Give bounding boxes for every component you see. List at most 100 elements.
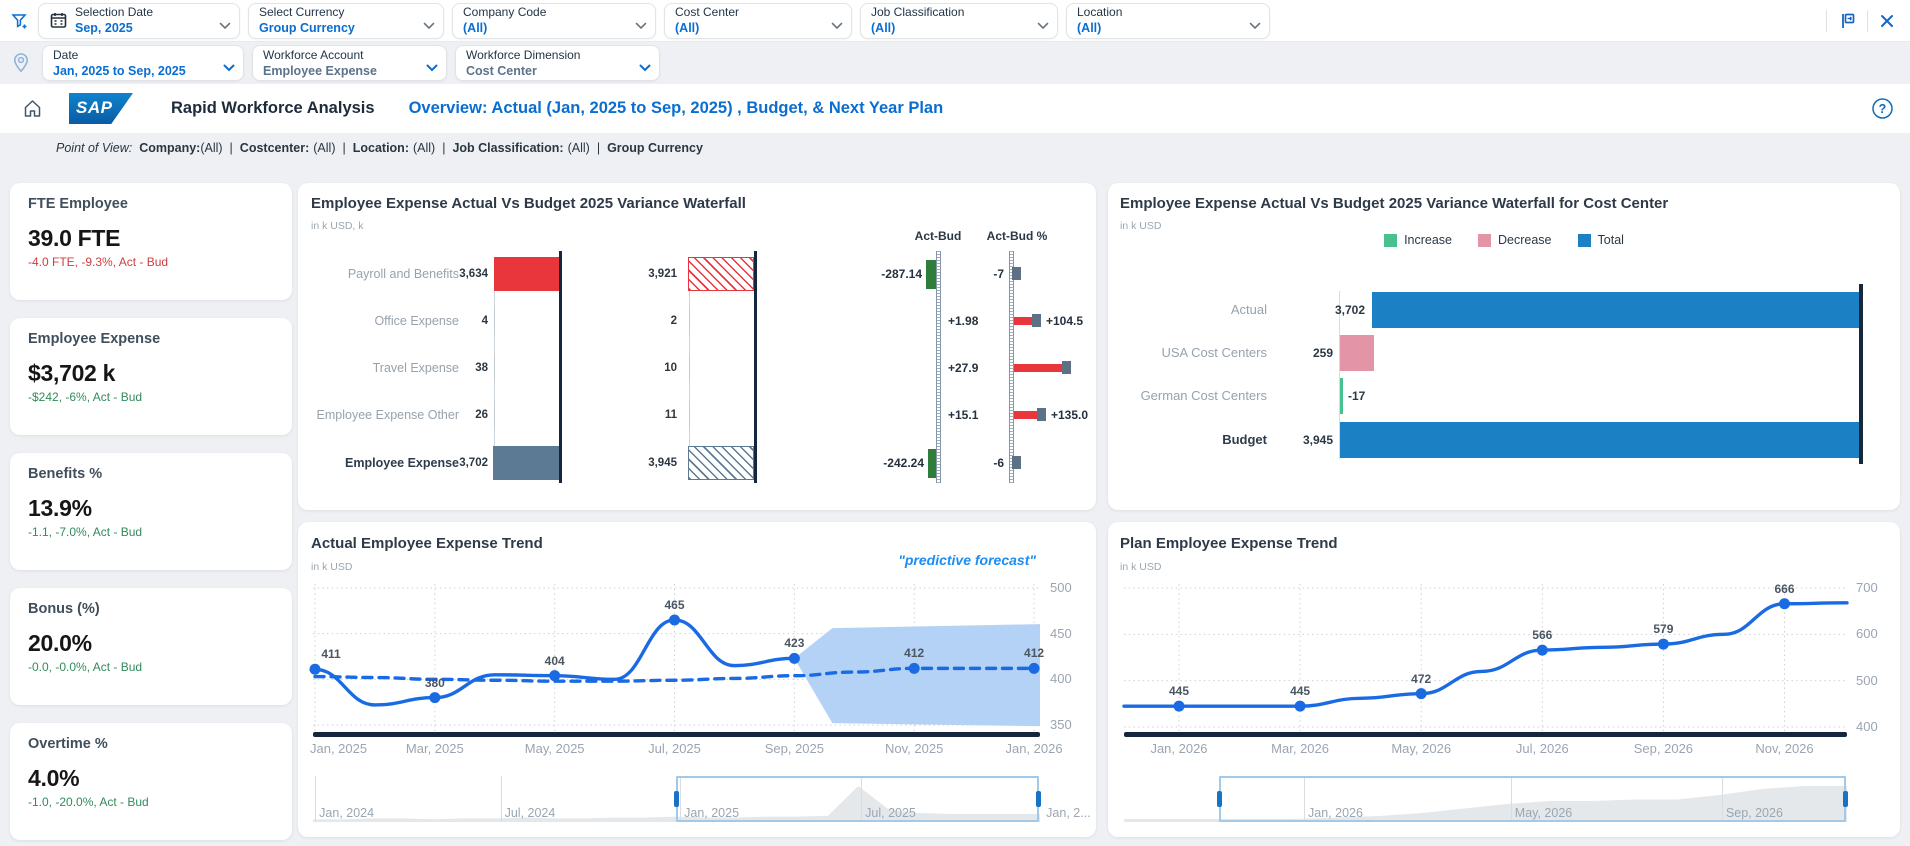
x-axis-line — [1124, 732, 1847, 737]
help-icon[interactable]: ? — [1871, 97, 1894, 120]
timeline-minimap[interactable]: Jan, 2024 Jul, 2024 Jan, 2025 Jul, 2025 Jan,… — [313, 776, 1091, 828]
minimap-tick — [1304, 776, 1306, 822]
minimap-tick-label: Jan, 2... — [1046, 806, 1091, 820]
filter-chip-label: Selection Date — [75, 5, 154, 19]
chevron-down-icon — [639, 59, 651, 77]
minimap-handle-right[interactable] — [1843, 791, 1849, 807]
minimap-tick-label: Jan, 2025 — [684, 806, 740, 820]
legend-item-total: Total — [1577, 233, 1624, 247]
variance-axis-line — [936, 251, 941, 483]
variance-axis-line — [1009, 251, 1014, 483]
data-point-label: 465 — [664, 597, 685, 612]
kpi-delta: -4.0 FTE, -9.3%, Act - Bud — [28, 255, 169, 269]
y-axis-tick: 400 — [1050, 671, 1072, 687]
actual-item-bar — [494, 307, 495, 335]
chevron-down-icon — [426, 59, 438, 77]
filter-chip-location[interactable]: Location (All) — [1066, 2, 1270, 39]
pov-segment: Location: (All) — [353, 141, 435, 155]
kpi-title: Benefits % — [28, 466, 103, 482]
pov-separator: | — [596, 141, 601, 155]
legend-swatch — [1478, 233, 1492, 247]
x-axis-line — [313, 732, 1040, 737]
timeline-minimap[interactable]: Jan, 2026 May, 2026 Sep, 2026 — [1124, 776, 1849, 828]
minimap-tick-label: Jul, 2025 — [865, 806, 916, 820]
minimap-tick-label: Jan, 2026 — [1308, 806, 1363, 820]
minimap-selection-window[interactable] — [675, 776, 1039, 822]
x-axis-tick: Mar, 2026 — [1271, 741, 1329, 756]
filter-chip-value: Cost Center — [466, 63, 537, 78]
waterfall-base-line — [1339, 291, 1340, 459]
waterfall-category-label: German Cost Centers — [1140, 388, 1267, 403]
chart-title: Actual Employee Expense Trend — [311, 535, 543, 552]
waterfall-value: 259 — [1312, 346, 1333, 360]
filter-chip-job-classification[interactable]: Job Classification (All) — [860, 2, 1058, 39]
close-icon[interactable] — [1878, 12, 1896, 30]
filter-chip-value: Group Currency — [259, 21, 355, 35]
y-axis-tick: 600 — [1856, 626, 1878, 642]
y-axis-tick: 500 — [1856, 672, 1878, 688]
chevron-down-icon — [1249, 17, 1261, 35]
act-bud-pct-bar — [1014, 317, 1032, 325]
kpi-delta: -1.1, -7.0%, Act - Bud — [28, 525, 143, 539]
filter-chip-date[interactable]: Date Jan, 2025 to Sep, 2025 — [42, 45, 244, 81]
flag-sync-icon[interactable] — [1837, 11, 1857, 31]
minimap-handle-right[interactable] — [1035, 791, 1041, 807]
chevron-down-icon — [223, 59, 235, 77]
pov-segment-label: Group Currency — [607, 141, 703, 155]
act-bud-pct-value: +135.0 — [1051, 408, 1089, 422]
minimap-selection-window[interactable] — [1218, 776, 1847, 822]
y-axis-tick: 350 — [1050, 717, 1072, 732]
waterfall-bar-total — [1340, 422, 1859, 458]
pov-segment-value: (All) — [567, 141, 590, 155]
waterfall-actual-value: 26 — [475, 409, 488, 421]
legend-label: Increase — [1404, 233, 1453, 247]
chart-title: Employee Expense Actual Vs Budget 2025 V… — [311, 195, 746, 212]
filter-chip-selection-date[interactable]: Selection Date Sep, 2025 — [38, 2, 240, 39]
data-point-label: 566 — [1532, 628, 1553, 643]
chart-unit-label: in k USD — [311, 561, 353, 573]
kpi-card-employee-expense: Employee Expense $3,702 k -$242, -6%, Act … — [10, 318, 292, 435]
pov-segment-value: (All) — [313, 141, 336, 155]
minimap-handle-left[interactable] — [1216, 791, 1222, 807]
data-point-label: 445 — [1168, 684, 1190, 699]
funnel-plus-icon[interactable] — [10, 11, 30, 31]
x-axis-tick: Jul, 2026 — [1515, 741, 1569, 756]
filter-chip-select-currency[interactable]: Select Currency Group Currency — [248, 2, 444, 39]
filter-chip-label: Job Classification — [871, 5, 965, 19]
waterfall-budget-value: 3,945 — [648, 457, 677, 469]
x-axis-tick: Jul, 2025 — [648, 741, 701, 756]
x-axis-tick: Jan, 2026 — [1150, 741, 1208, 756]
legend-label: Total — [1597, 233, 1624, 247]
filter-chip-workforce-dimension[interactable]: Workforce Dimension Cost Center — [455, 45, 660, 81]
budget-item-bar — [689, 307, 690, 335]
kpi-delta: -1.0, -20.0%, Act - Bud — [28, 795, 149, 809]
kpi-value: 20.0% — [28, 630, 92, 656]
act-bud-pct-bar — [1014, 364, 1062, 372]
kpi-delta: -0.0, -0.0%, Act - Bud — [28, 660, 143, 674]
data-point-label: 423 — [784, 636, 805, 651]
act-bud-pct-value: -7 — [993, 267, 1004, 281]
filter-chip-text: Workforce Account Employee Expense — [263, 48, 377, 79]
filter-chip-label: Workforce Dimension — [466, 47, 581, 62]
waterfall-budget-value: 2 — [670, 315, 677, 327]
act-bud-pct-marker — [1037, 408, 1046, 421]
home-icon[interactable] — [22, 98, 43, 119]
filter-chip-cost-center[interactable]: Cost Center (All) — [664, 2, 852, 39]
legend-label: Decrease — [1498, 233, 1552, 247]
filter-chip-company-code[interactable]: Company Code (All) — [452, 2, 656, 39]
budget-hatched-bar — [688, 257, 754, 291]
kpi-value: 13.9% — [28, 495, 92, 521]
waterfall-budget-value: 11 — [664, 409, 677, 421]
x-axis-tick: Jan, 2026 — [1005, 741, 1063, 756]
filter-chip-workforce-account[interactable]: Workforce Account Employee Expense — [252, 45, 447, 81]
column-header-act-bud: Act-Bud — [914, 229, 962, 243]
waterfall-budget-value: 10 — [664, 362, 677, 374]
filter-chip-text: Selection Date Sep, 2025 — [75, 5, 153, 36]
minimap-handle-left[interactable] — [673, 791, 679, 807]
chart-unit-label: in k USD, k — [311, 220, 364, 232]
budget-item-bar — [689, 354, 690, 382]
pov-segment-value: (All) — [412, 141, 436, 155]
filter-chip-text: Select Currency Group Currency — [259, 5, 355, 36]
filter-chip-value: Employee Expense — [263, 63, 377, 78]
chevron-down-icon — [423, 17, 435, 35]
